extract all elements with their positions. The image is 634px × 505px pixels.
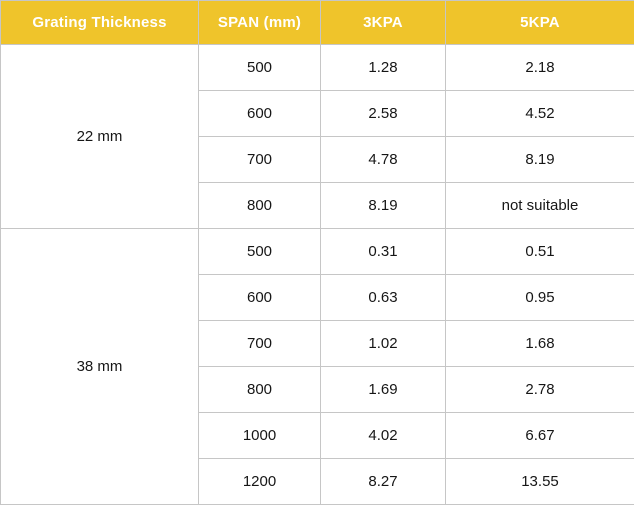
- cell-5kpa: 6.67: [446, 413, 634, 459]
- header-span-mm: SPAN (mm): [199, 1, 321, 45]
- table-row: 22 mm 500 1.28 2.18: [1, 45, 634, 91]
- cell-3kpa: 8.27: [321, 459, 446, 505]
- cell-span: 600: [199, 275, 321, 321]
- cell-3kpa: 1.02: [321, 321, 446, 367]
- cell-span: 1200: [199, 459, 321, 505]
- cell-5kpa: 8.19: [446, 137, 634, 183]
- cell-5kpa: not suitable: [446, 183, 634, 229]
- cell-3kpa: 1.28: [321, 45, 446, 91]
- cell-5kpa: 2.78: [446, 367, 634, 413]
- cell-span: 1000: [199, 413, 321, 459]
- cell-span: 800: [199, 183, 321, 229]
- cell-5kpa: 0.95: [446, 275, 634, 321]
- cell-span: 500: [199, 45, 321, 91]
- cell-5kpa: 4.52: [446, 91, 634, 137]
- table-row: 38 mm 500 0.31 0.51: [1, 229, 634, 275]
- header-3kpa: 3KPA: [321, 1, 446, 45]
- cell-thickness-22mm: 22 mm: [1, 45, 199, 229]
- cell-5kpa: 1.68: [446, 321, 634, 367]
- cell-3kpa: 0.63: [321, 275, 446, 321]
- cell-3kpa: 1.69: [321, 367, 446, 413]
- cell-3kpa: 8.19: [321, 183, 446, 229]
- table-header-row: Grating Thickness SPAN (mm) 3KPA 5KPA: [1, 1, 634, 45]
- cell-3kpa: 0.31: [321, 229, 446, 275]
- cell-3kpa: 4.02: [321, 413, 446, 459]
- cell-span: 700: [199, 321, 321, 367]
- cell-span: 600: [199, 91, 321, 137]
- cell-thickness-38mm: 38 mm: [1, 229, 199, 505]
- cell-span: 800: [199, 367, 321, 413]
- cell-5kpa: 13.55: [446, 459, 634, 505]
- header-5kpa: 5KPA: [446, 1, 634, 45]
- cell-span: 500: [199, 229, 321, 275]
- cell-3kpa: 2.58: [321, 91, 446, 137]
- cell-span: 700: [199, 137, 321, 183]
- header-grating-thickness: Grating Thickness: [1, 1, 199, 45]
- cell-5kpa: 0.51: [446, 229, 634, 275]
- cell-3kpa: 4.78: [321, 137, 446, 183]
- cell-5kpa: 2.18: [446, 45, 634, 91]
